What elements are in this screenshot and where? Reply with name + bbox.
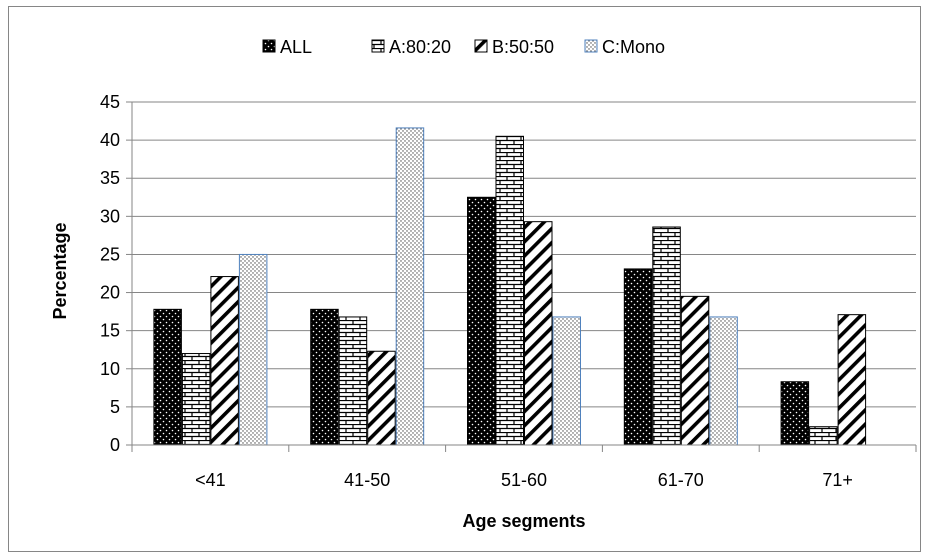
bar-all-0 <box>153 308 182 446</box>
bar-b-50-50-0 <box>210 276 239 446</box>
legend-label: C:Mono <box>602 37 665 57</box>
y-axis-title: Percentage <box>50 222 70 319</box>
bar-a-80-20-4 <box>809 426 838 446</box>
bars <box>153 127 867 446</box>
bar-b-50-50-1 <box>367 350 396 446</box>
y-tick-label: 25 <box>100 244 120 264</box>
y-tick-label: 30 <box>100 206 120 226</box>
legend-swatch <box>584 39 598 53</box>
bar-a-80-20-1 <box>338 316 368 446</box>
bar-c-mono-3 <box>709 316 738 446</box>
bar-all-1 <box>310 308 339 446</box>
y-tick-label: 0 <box>110 435 120 455</box>
bar-c-mono-0 <box>238 253 268 446</box>
y-tick-label: 35 <box>100 168 120 188</box>
chart-frame <box>8 6 921 552</box>
legend-label: B:50:50 <box>492 37 554 57</box>
legend-swatch <box>262 39 276 53</box>
y-tick-label: 40 <box>100 130 120 150</box>
x-axis-title: Age segments <box>462 511 585 531</box>
legend-swatch <box>371 39 385 53</box>
bar-c-mono-1 <box>395 127 425 446</box>
y-tick-label: 20 <box>100 283 120 303</box>
bar-all-2 <box>467 196 496 446</box>
x-tick-label: 61-70 <box>658 470 704 490</box>
bar-a-80-20-0 <box>181 353 211 446</box>
bar-b-50-50-2 <box>524 221 553 446</box>
bar-all-3 <box>623 268 653 446</box>
legend: ALL A:80:20 B:50:50 C:Mono <box>262 37 665 57</box>
y-tick-label: 45 <box>100 92 120 112</box>
bar-b-50-50-3 <box>680 295 710 446</box>
y-tick-label: 5 <box>110 397 120 417</box>
bar-all-4 <box>780 381 810 446</box>
x-tick-label: 71+ <box>822 470 853 490</box>
x-tick-label: 41-50 <box>344 470 390 490</box>
x-tick-label: 51-60 <box>501 470 547 490</box>
y-tick-label: 15 <box>100 321 120 341</box>
bar-b-50-50-4 <box>837 314 867 446</box>
bar-a-80-20-3 <box>652 226 681 446</box>
legend-swatch <box>474 39 488 53</box>
legend-label: ALL <box>280 37 312 57</box>
axes: 0 5 10 15 20 25 30 35 40 45 <41 41-50 51-60 61-70 71+ <box>100 92 917 490</box>
legend-label: A:80:20 <box>389 37 451 57</box>
y-tick-label: 10 <box>100 359 120 379</box>
x-tick-label: <41 <box>195 470 226 490</box>
bar-c-mono-2 <box>552 316 581 446</box>
bar-a-80-20-2 <box>495 135 524 446</box>
